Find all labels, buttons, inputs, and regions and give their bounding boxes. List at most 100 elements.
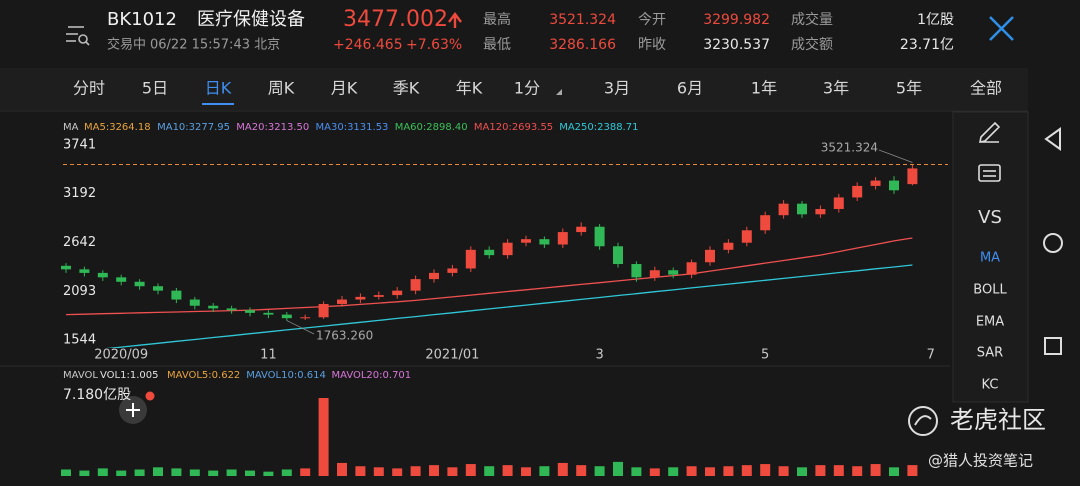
x-tick-label: 7 xyxy=(927,348,935,363)
tool[interactable]: VS xyxy=(978,207,1002,228)
tool[interactable]: SAR xyxy=(977,346,1003,361)
candle-body xyxy=(741,230,752,243)
candle-body xyxy=(907,168,918,185)
candle-body xyxy=(392,290,403,296)
candle-body xyxy=(484,249,495,256)
annotation: 3521.324 xyxy=(821,141,878,155)
stat-label: 昨收 xyxy=(638,37,666,53)
tab[interactable]: 季K xyxy=(393,79,420,98)
stat-label: 今开 xyxy=(638,12,666,28)
candle-body xyxy=(778,203,789,216)
tool[interactable]: EMA xyxy=(976,315,1004,330)
tab[interactable]: 周K xyxy=(268,79,295,98)
tab[interactable]: 3月 xyxy=(604,79,630,98)
ma-legend-item: MA5:3264.18 xyxy=(84,122,151,133)
tab[interactable]: 月K xyxy=(331,79,358,98)
nav-back[interactable] xyxy=(1044,127,1061,151)
volume-bar xyxy=(355,466,366,476)
tab[interactable]: 分时 xyxy=(73,79,105,98)
candle-body xyxy=(815,208,826,215)
watermark-author: @猎人投资笔记 xyxy=(928,452,1033,470)
candle-body xyxy=(576,226,587,233)
stat-value: 23.71亿 xyxy=(900,37,954,53)
tab[interactable]: 3年 xyxy=(823,79,849,98)
tab[interactable]: 日K xyxy=(205,79,232,98)
volume-bar xyxy=(208,470,219,476)
candle-body xyxy=(539,239,550,245)
candle-body xyxy=(502,242,513,256)
volume-bar xyxy=(760,464,771,476)
stock-name: 医疗保健设备 xyxy=(197,9,305,30)
ma-legend-item: MA30:3131.53 xyxy=(316,122,389,133)
tool[interactable]: MA xyxy=(980,251,1000,266)
watermark-logo xyxy=(908,406,938,436)
menu-icon[interactable] xyxy=(66,26,90,46)
volume-bar xyxy=(97,468,108,476)
volume-bar xyxy=(61,469,71,476)
candle-body xyxy=(889,180,899,191)
candle-body xyxy=(870,180,881,186)
volume-tick-label: 7.180亿股 xyxy=(63,387,131,403)
close-button[interactable] xyxy=(989,16,1014,41)
note-icon[interactable] xyxy=(978,164,1001,182)
volume-bar xyxy=(373,467,384,476)
nav-home[interactable] xyxy=(1043,233,1063,253)
candle-body xyxy=(447,268,458,273)
candle-body xyxy=(300,317,311,319)
volume-bar xyxy=(870,464,881,476)
candle-body xyxy=(852,185,863,198)
change-pct: +7.63% xyxy=(406,37,462,53)
volume-bar xyxy=(263,471,274,476)
volume-bar xyxy=(447,467,458,476)
tab[interactable]: 全部 xyxy=(970,79,1002,98)
volume-bar xyxy=(410,466,421,476)
candle-body xyxy=(337,299,347,304)
volume-bar xyxy=(576,465,587,476)
tab[interactable]: 5年 xyxy=(896,79,922,98)
ma-legend-item: MA10:3277.95 xyxy=(157,122,230,133)
ma-legend-item: MA60:2898.40 xyxy=(395,122,468,133)
stat-value: 3521.324 xyxy=(549,12,616,28)
tab[interactable]: 1分 xyxy=(514,79,540,98)
plot-area xyxy=(61,164,918,348)
volume-legend-title: MAVOL xyxy=(63,370,98,381)
candle-body xyxy=(705,249,715,263)
ma-legend-item: MA120:2693.55 xyxy=(474,122,553,133)
candle-body xyxy=(410,279,421,291)
tab[interactable]: 1年 xyxy=(751,79,777,98)
tab[interactable]: 年K xyxy=(456,79,483,98)
volume-bar xyxy=(631,467,642,476)
candle-body xyxy=(649,270,660,278)
tool-panel xyxy=(952,111,1029,403)
volume-bar xyxy=(484,466,495,476)
tab-bar xyxy=(0,68,1028,110)
tool[interactable]: BOLL xyxy=(973,283,1007,298)
volume-bar xyxy=(594,466,605,476)
x-tick-label: 5 xyxy=(761,348,769,363)
ma-legend-item: MA20:3213.50 xyxy=(236,122,309,133)
draw-tool-icon[interactable] xyxy=(978,121,1001,144)
nav-recent[interactable] xyxy=(1044,337,1062,355)
tool[interactable]: KC xyxy=(982,378,999,393)
volume-legend-item: MAVOL10:0.614 xyxy=(246,370,326,381)
candle-body xyxy=(171,290,182,300)
symbol: BK1012 xyxy=(107,9,177,30)
tab[interactable]: 5日 xyxy=(142,79,168,98)
volume-bar xyxy=(79,470,90,476)
volume-legend-item: MAVOL20:0.701 xyxy=(332,370,412,381)
volume-bar xyxy=(226,469,237,476)
status: 交易中 xyxy=(107,37,146,53)
add-button[interactable] xyxy=(119,396,147,424)
candle-body xyxy=(226,308,237,311)
candle-body xyxy=(116,277,127,282)
candle-body xyxy=(760,215,771,231)
volume-bar xyxy=(557,462,568,476)
annotation: 1763.260 xyxy=(316,329,373,343)
volume-bar xyxy=(668,467,679,476)
volume-bar xyxy=(189,469,200,476)
volume-bar xyxy=(907,465,918,476)
tab[interactable]: 6月 xyxy=(677,79,703,98)
x-tick-label: 11 xyxy=(260,348,277,363)
volume-bar xyxy=(521,467,531,476)
stat-label: 成交额 xyxy=(791,36,833,53)
